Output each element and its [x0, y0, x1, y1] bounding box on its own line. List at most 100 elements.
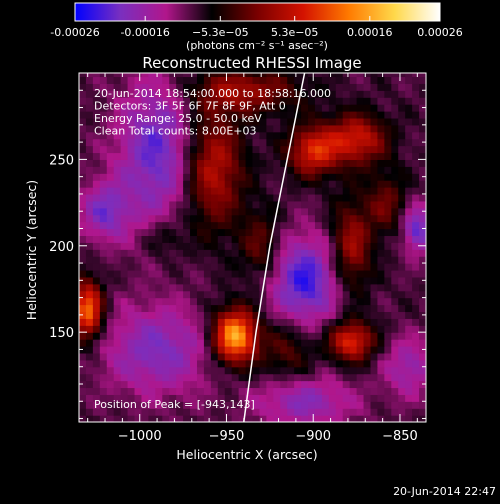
- heatmap-cell: [224, 415, 233, 422]
- heatmap-cell: [155, 332, 163, 340]
- heatmap-cell: [419, 124, 426, 133]
- heatmap-cell: [342, 380, 351, 389]
- heatmap-cell: [210, 159, 219, 167]
- heatmap-cell: [370, 124, 379, 133]
- heatmap-cell: [405, 90, 413, 98]
- heatmap-cell: [85, 166, 94, 174]
- heatmap-cell: [342, 90, 351, 98]
- heatmap-cell: [412, 311, 420, 319]
- heatmap-cell: [377, 235, 385, 243]
- heatmap-cell: [217, 311, 226, 319]
- heatmap-cell: [398, 104, 406, 112]
- heatmap-cell: [134, 104, 143, 112]
- heatmap-cell: [412, 90, 420, 98]
- heatmap-cell: [398, 401, 406, 409]
- heatmap-cell: [280, 200, 288, 209]
- heatmap-cell: [356, 283, 365, 292]
- heatmap-cell: [224, 345, 233, 354]
- heatmap-cell: [141, 180, 149, 188]
- heatmap-cell: [273, 276, 281, 285]
- heatmap-cell: [370, 311, 379, 319]
- heatmap-cell: [287, 332, 295, 340]
- heatmap-cell: [335, 152, 344, 160]
- heatmap-cell: [405, 345, 413, 354]
- heatmap-cell: [356, 200, 365, 209]
- heatmap-cell: [391, 73, 399, 78]
- annotation-line: Detectors: 3F 5F 6F 7F 8F 9F, Att 0: [94, 100, 286, 113]
- heatmap-cell: [412, 73, 420, 78]
- heatmap-cell: [106, 104, 115, 112]
- heatmap-cell: [405, 318, 413, 326]
- heatmap-cell: [356, 145, 365, 154]
- heatmap-cell: [162, 124, 170, 133]
- heatmap-cell: [273, 173, 281, 181]
- heatmap-cell: [79, 73, 87, 78]
- heatmap-cell: [321, 387, 330, 395]
- heatmap-cell: [155, 359, 163, 368]
- heatmap-cell: [113, 339, 122, 347]
- heatmap-cell: [280, 145, 288, 154]
- heatmap-cell: [301, 339, 309, 347]
- heatmap-cell: [190, 117, 198, 126]
- heatmap-cell: [183, 180, 191, 188]
- heatmap-cell: [196, 332, 205, 340]
- heatmap-cell: [398, 304, 406, 313]
- heatmap-cell: [127, 394, 136, 402]
- heatmap-cell: [301, 263, 309, 271]
- heatmap-cell: [106, 249, 115, 257]
- heatmap-cell: [120, 145, 129, 154]
- heatmap-cell: [287, 345, 295, 354]
- heatmap-cell: [314, 145, 323, 154]
- heatmap-cell: [398, 124, 406, 133]
- heatmap-cell: [127, 263, 136, 271]
- heatmap-cell: [79, 304, 87, 313]
- heatmap-cell: [162, 159, 170, 167]
- heatmap-cell: [314, 124, 323, 133]
- heatmap-cell: [252, 207, 261, 216]
- heatmap-cell: [259, 332, 267, 340]
- heatmap-cell: [120, 138, 129, 147]
- heatmap-cell: [391, 145, 399, 154]
- heatmap-cell: [238, 124, 247, 133]
- heatmap-cell: [85, 290, 94, 299]
- heatmap-cell: [287, 401, 295, 409]
- heatmap-cell: [190, 318, 198, 326]
- heatmap-cell: [342, 235, 351, 243]
- heatmap-cell: [377, 276, 385, 285]
- heatmap-cell: [120, 180, 129, 188]
- heatmap-cell: [287, 104, 295, 112]
- heatmap-cell: [356, 366, 365, 375]
- heatmap-cell: [85, 352, 94, 361]
- heatmap-cell: [176, 290, 184, 299]
- heatmap-cell: [287, 263, 295, 271]
- heatmap-cell: [79, 228, 87, 237]
- heatmap-cell: [370, 318, 379, 326]
- heatmap-cell: [203, 408, 212, 416]
- heatmap-cell: [155, 97, 163, 105]
- heatmap-cell: [266, 366, 274, 375]
- heatmap-cell: [217, 242, 226, 250]
- heatmap-cell: [106, 73, 115, 78]
- heatmap-cell: [155, 131, 163, 140]
- heatmap-cell: [280, 269, 288, 278]
- heatmap-cell: [266, 290, 274, 299]
- heatmap-cell: [301, 297, 309, 306]
- heatmap-cell: [328, 97, 337, 105]
- heatmap-cell: [314, 359, 323, 368]
- heatmap-cell: [203, 304, 212, 313]
- heatmap-cell: [106, 352, 115, 361]
- heatmap-cell: [398, 90, 406, 98]
- heatmap-cell: [183, 359, 191, 368]
- heatmap-cell: [183, 311, 191, 319]
- heatmap-cell: [266, 166, 274, 174]
- heatmap-cell: [134, 325, 143, 333]
- heatmap-cell: [405, 173, 413, 181]
- heatmap-cell: [155, 387, 163, 395]
- heatmap-cell: [85, 325, 94, 333]
- heatmap-cell: [203, 332, 212, 340]
- heatmap-cell: [106, 166, 115, 174]
- heatmap-cell: [384, 214, 392, 223]
- heatmap-cell: [308, 76, 316, 84]
- heatmap-cell: [294, 415, 302, 422]
- heatmap-cell: [370, 117, 379, 126]
